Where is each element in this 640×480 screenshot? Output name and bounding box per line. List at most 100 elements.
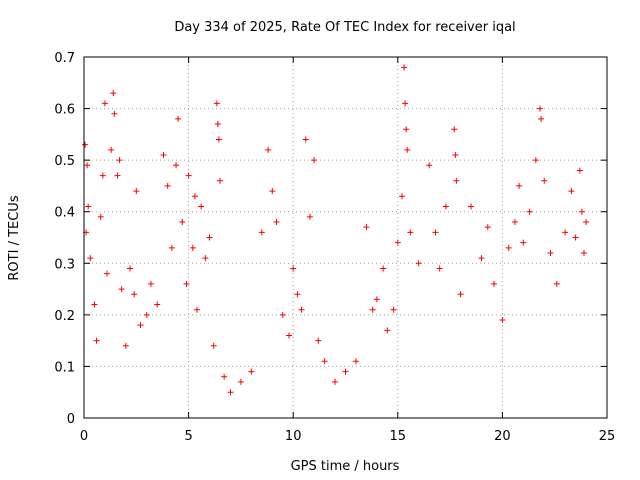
axis-ticks: 0 5 10 15 20 25 0 0.1 0.2 0.3 0.4 0.5 0.6 0.7 xyxy=(54,51,615,444)
data-point xyxy=(520,239,527,246)
data-point xyxy=(85,203,92,210)
data-point xyxy=(189,244,196,251)
data-point xyxy=(453,177,460,184)
x-tick-label: 20 xyxy=(494,429,511,444)
data-point xyxy=(118,286,125,293)
data-point xyxy=(193,306,200,313)
data-point xyxy=(294,291,301,298)
data-point xyxy=(273,219,280,226)
data-point xyxy=(147,280,154,287)
data-points xyxy=(82,64,590,396)
data-point xyxy=(183,280,190,287)
data-point xyxy=(202,255,209,262)
data-point xyxy=(84,162,91,169)
data-point xyxy=(215,136,222,143)
data-point xyxy=(227,389,234,396)
data-point xyxy=(221,373,228,380)
data-point xyxy=(451,126,458,133)
data-point xyxy=(516,182,523,189)
y-tick-label: 0.4 xyxy=(54,206,75,221)
data-point xyxy=(101,100,108,107)
data-point xyxy=(216,177,223,184)
data-point xyxy=(547,249,554,256)
data-point xyxy=(468,203,475,210)
data-point xyxy=(286,332,293,339)
data-point xyxy=(537,105,544,112)
x-tick-label: 25 xyxy=(599,429,616,444)
data-point xyxy=(572,234,579,241)
data-point xyxy=(352,358,359,365)
data-point xyxy=(436,265,443,272)
data-point xyxy=(237,378,244,385)
data-point xyxy=(332,378,339,385)
data-point xyxy=(198,203,205,210)
data-point xyxy=(298,306,305,313)
data-point xyxy=(111,110,118,117)
data-point xyxy=(248,368,255,375)
data-point xyxy=(580,249,587,256)
data-point xyxy=(185,172,192,179)
data-point xyxy=(290,265,297,272)
data-point xyxy=(505,244,512,251)
data-point xyxy=(384,327,391,334)
y-tick-label: 0.1 xyxy=(54,360,75,375)
data-point xyxy=(108,146,115,153)
data-point xyxy=(173,162,180,169)
data-point xyxy=(258,229,265,236)
chart-title: Day 334 of 2025, Rate Of TEC Index for r… xyxy=(174,20,515,35)
data-point xyxy=(380,265,387,272)
data-point xyxy=(279,311,286,318)
data-point xyxy=(478,255,485,262)
y-tick-label: 0.7 xyxy=(54,51,75,66)
data-point xyxy=(562,229,569,236)
x-axis-label: GPS time / hours xyxy=(291,459,400,474)
data-point xyxy=(164,182,171,189)
data-point xyxy=(407,229,414,236)
data-point xyxy=(541,177,548,184)
data-point xyxy=(265,146,272,153)
data-point xyxy=(104,270,111,277)
data-point xyxy=(369,306,376,313)
data-point xyxy=(214,121,221,128)
data-point xyxy=(315,337,322,344)
data-point xyxy=(82,141,89,148)
data-point xyxy=(457,291,464,298)
data-point xyxy=(553,280,560,287)
data-point xyxy=(97,213,104,220)
y-tick-label: 0.5 xyxy=(54,154,75,169)
data-point xyxy=(160,151,167,158)
data-point xyxy=(403,126,410,133)
data-point xyxy=(442,203,449,210)
data-point xyxy=(302,136,309,143)
data-point xyxy=(114,172,121,179)
data-point xyxy=(401,64,408,71)
data-point xyxy=(110,90,117,97)
data-point xyxy=(99,172,106,179)
data-point xyxy=(484,224,491,231)
grid-lines xyxy=(84,57,607,418)
y-axis-label: ROTI / TECUs xyxy=(7,195,22,280)
data-point xyxy=(576,167,583,174)
data-point xyxy=(168,244,175,251)
x-tick-label: 10 xyxy=(285,429,302,444)
data-point xyxy=(131,291,138,298)
y-tick-label: 0 xyxy=(67,412,75,427)
y-tick-label: 0.2 xyxy=(54,309,75,324)
data-point xyxy=(311,157,318,164)
data-point xyxy=(511,219,518,226)
data-point xyxy=(578,208,585,215)
data-point xyxy=(532,157,539,164)
data-point xyxy=(415,260,422,267)
data-point xyxy=(363,224,370,231)
data-point xyxy=(390,306,397,313)
data-point xyxy=(127,265,134,272)
data-point xyxy=(87,255,94,262)
data-point xyxy=(116,157,123,164)
y-tick-label: 0.6 xyxy=(54,103,75,118)
data-point xyxy=(191,193,198,200)
data-point xyxy=(526,208,533,215)
data-point xyxy=(342,368,349,375)
data-point xyxy=(404,146,411,153)
data-point xyxy=(175,115,182,122)
data-point xyxy=(306,213,313,220)
